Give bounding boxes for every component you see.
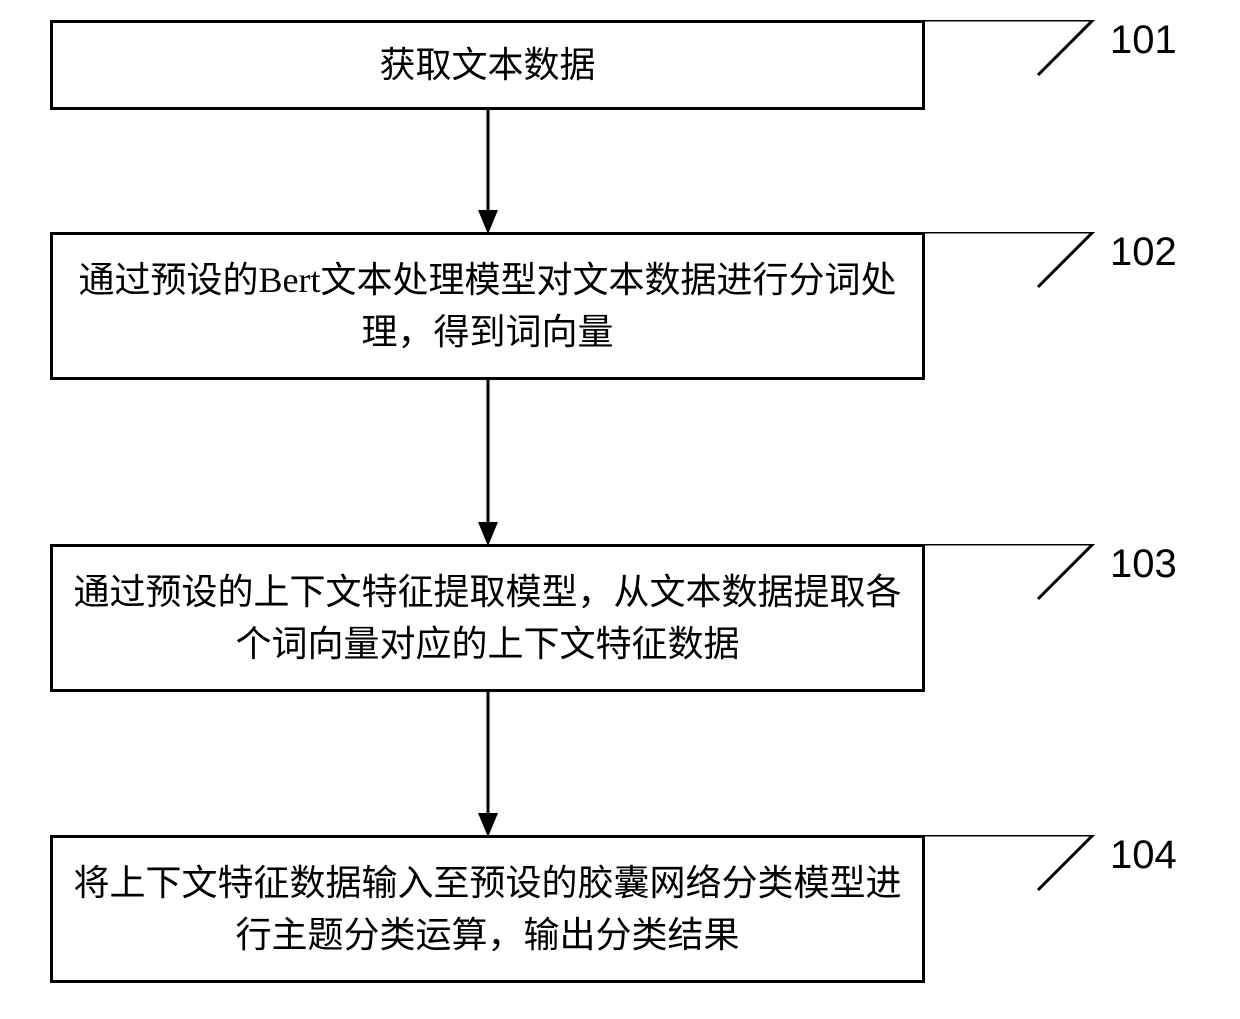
node-4-text: 将上下文特征数据输入至预设的胶囊网络分类模型进行主题分类运算，输出分类结果 — [73, 857, 902, 961]
arrow-3-4 — [475, 692, 501, 837]
flowchart-container: 获取文本数据 101 通过预设的Bert文本处理模型对文本数据进行分词处理，得到… — [0, 0, 1240, 1019]
flowchart-node-2: 通过预设的Bert文本处理模型对文本数据进行分词处理，得到词向量 — [50, 232, 925, 380]
step-label-3: 103 — [1110, 542, 1177, 587]
bracket-1 — [925, 20, 1105, 90]
arrow-1-2 — [475, 110, 501, 234]
flowchart-node-1: 获取文本数据 — [50, 20, 925, 110]
arrow-2-3 — [475, 380, 501, 546]
node-1-text: 获取文本数据 — [379, 39, 595, 91]
step-label-1: 101 — [1110, 18, 1177, 63]
step-label-4: 104 — [1110, 833, 1177, 878]
bracket-2 — [925, 232, 1105, 302]
flowchart-node-3: 通过预设的上下文特征提取模型，从文本数据提取各个词向量对应的上下文特征数据 — [50, 544, 925, 692]
bracket-4 — [925, 835, 1105, 905]
step-label-2: 102 — [1110, 230, 1177, 275]
flowchart-node-4: 将上下文特征数据输入至预设的胶囊网络分类模型进行主题分类运算，输出分类结果 — [50, 835, 925, 983]
bracket-3 — [925, 544, 1105, 614]
node-3-text: 通过预设的上下文特征提取模型，从文本数据提取各个词向量对应的上下文特征数据 — [73, 566, 902, 670]
node-2-text: 通过预设的Bert文本处理模型对文本数据进行分词处理，得到词向量 — [73, 254, 902, 358]
